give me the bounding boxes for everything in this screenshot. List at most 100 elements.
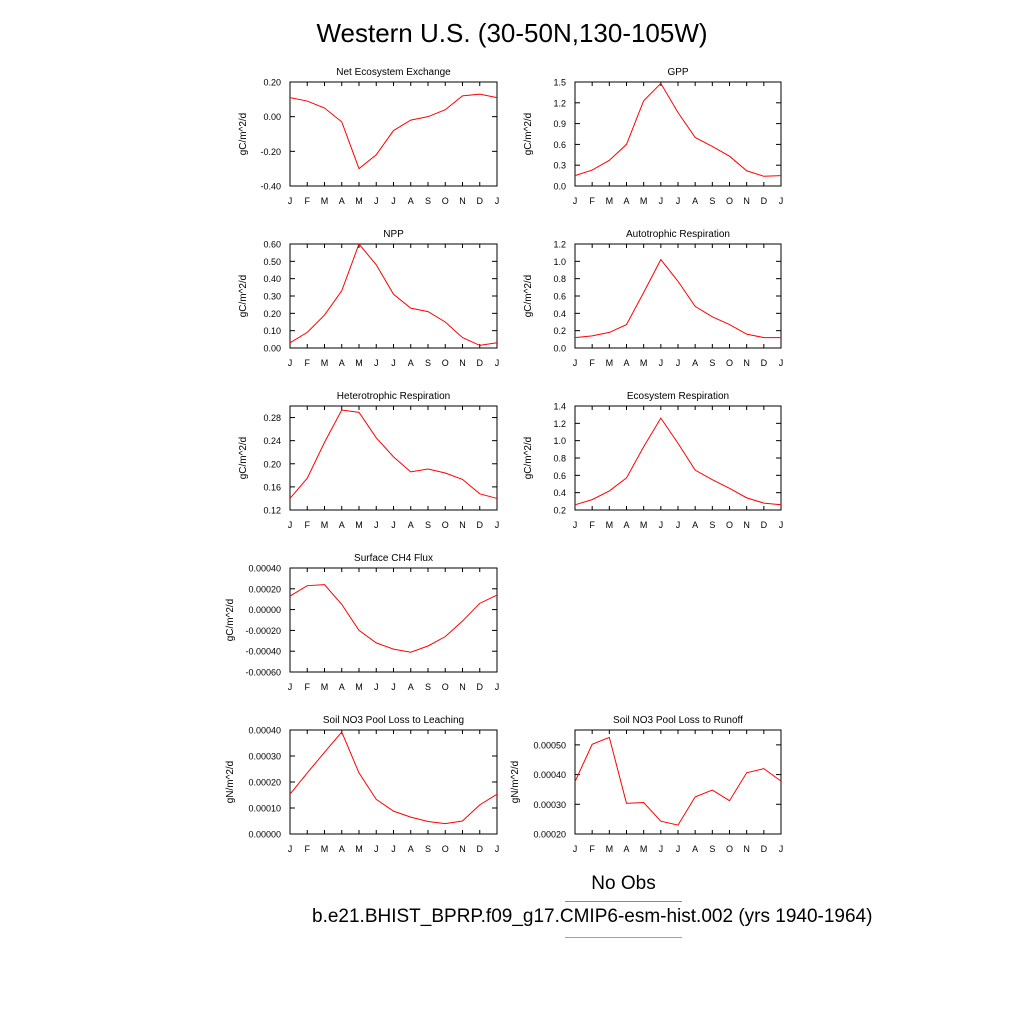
x-tick-label: F [305,358,311,368]
y-tick-label: 1.2 [553,98,566,108]
y-tick-label: 0.16 [263,482,281,492]
y-tick-label: 0.6 [553,292,566,302]
x-tick-label: N [743,358,750,368]
x-tick-label: D [477,682,484,692]
x-tick-label: S [709,844,715,854]
y-tick-label: 0.20 [263,309,281,319]
x-tick-label: J [779,520,784,530]
plot-frame [574,729,782,835]
x-tick-label: S [425,358,431,368]
x-tick-label: O [442,196,449,206]
x-tick-label: A [408,196,414,206]
x-tick-label: A [339,196,345,206]
x-tick-label: J [374,682,379,692]
y-tick-label: 0.20 [263,459,281,469]
x-tick-label: J [288,520,293,530]
x-tick-label: N [743,844,750,854]
plot-frame [574,81,782,187]
x-tick-label: D [761,358,768,368]
x-tick-label: J [659,844,664,854]
x-tick-label: F [589,358,595,368]
x-tick-label: S [709,358,715,368]
y-tick-label: 0.24 [263,436,281,446]
x-tick-label: A [692,844,698,854]
panel-title: NPP [383,229,404,240]
x-tick-label: O [442,358,449,368]
y-tick-label: 0.00000 [248,830,281,840]
x-tick-label: J [659,358,664,368]
x-tick-label: M [321,520,329,530]
x-tick-label: S [425,196,431,206]
x-tick-label: A [339,358,345,368]
x-tick-label: S [709,520,715,530]
y-tick-label: 0.00040 [248,726,281,736]
panel-title: Soil NO3 Pool Loss to Leaching [323,715,464,726]
x-tick-label: M [606,844,614,854]
panel-title: Surface CH4 Flux [354,553,433,564]
x-tick-label: M [355,196,363,206]
x-tick-label: J [676,196,681,206]
x-tick-label: O [726,358,733,368]
x-tick-label: M [606,358,614,368]
y-tick-label: 1.5 [553,78,566,88]
x-tick-label: J [659,196,664,206]
x-tick-label: D [477,520,484,530]
x-tick-label: O [442,682,449,692]
y-tick-label: 0.0 [553,182,566,192]
x-tick-label: J [659,520,664,530]
x-tick-label: J [676,358,681,368]
x-tick-label: F [305,196,311,206]
y-tick-label: 1.0 [553,436,566,446]
y-tick-label: 0.00040 [248,564,281,574]
plot-frame [289,243,498,349]
x-tick-label: F [305,844,311,854]
x-tick-label: N [743,196,750,206]
y-axis-label: gC/m^2/d [523,437,534,480]
y-tick-label: 0.00 [263,344,281,354]
x-tick-label: A [339,520,345,530]
x-tick-label: J [779,844,784,854]
y-axis-label: gN/m^2/d [225,761,236,804]
x-tick-label: M [640,520,648,530]
y-tick-label: 0.00040 [533,770,566,780]
y-tick-label: 0.2 [553,326,566,336]
x-tick-label: O [726,520,733,530]
y-tick-label: 0.00020 [533,830,566,840]
x-tick-label: J [779,196,784,206]
x-tick-label: J [676,844,681,854]
y-tick-label: 0.0 [553,344,566,354]
legend-case-line [565,937,682,938]
y-tick-label: 0.00020 [248,584,281,594]
y-tick-label: 1.2 [553,419,566,429]
x-tick-label: J [374,358,379,368]
legend-case-label: b.e21.BHIST_BPRP.f09_g17.CMIP6-esm-hist.… [312,906,873,927]
x-tick-label: J [288,844,293,854]
x-tick-label: N [459,844,466,854]
panel-8: Soil NO3 Pool Loss to Leaching gN/m^2/d J F… [225,715,499,854]
y-tick-label: -0.00040 [245,647,281,657]
y-tick-label: 0.30 [263,292,281,302]
y-tick-label: 0.10 [263,326,281,336]
x-tick-label: D [761,196,768,206]
x-tick-label: A [692,358,698,368]
y-tick-label: -0.40 [260,182,281,192]
x-tick-label: N [459,520,466,530]
x-tick-label: F [305,520,311,530]
x-tick-label: J [288,682,293,692]
y-tick-label: 0.40 [263,274,281,284]
x-tick-label: S [709,196,715,206]
series-line-1 [289,409,498,499]
y-tick-label: -0.00020 [245,626,281,636]
x-tick-label: O [726,844,733,854]
y-tick-label: 0.00020 [248,778,281,788]
y-tick-label: 0.00030 [533,800,566,810]
x-tick-label: M [640,358,648,368]
y-tick-label: 0.6 [553,471,566,481]
y-tick-label: 0.00050 [533,740,566,750]
x-tick-label: M [321,196,329,206]
